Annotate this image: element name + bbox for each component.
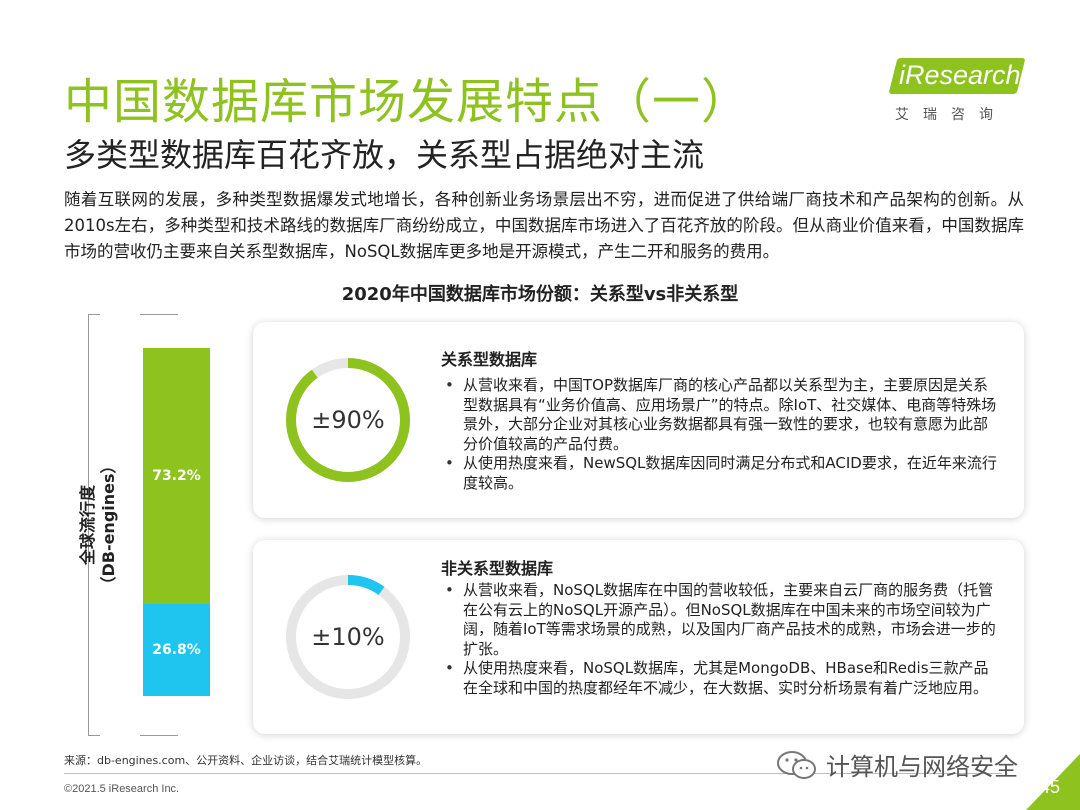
card-nonrelational: ±10% 非关系型数据库 从营收来看，NoSQL数据库在中国的营收较低，主要来自… [253, 540, 1024, 734]
y-axis-label-wrap: 全球流行度 （DB-engines） [73, 440, 123, 610]
page-subtitle: 多类型数据库百花齐放，关系型占据绝对主流 [64, 136, 705, 174]
card-relational: ±90% 关系型数据库 从营收来看，中国TOP数据库厂商的核心产品都以关系型为主… [253, 322, 1024, 518]
bar-segment-nonrelational: 26.8% [143, 604, 210, 696]
list-item: 从营收来看，NoSQL数据库在中国的营收较低，主要来自云厂商的服务费（托管在公有… [441, 581, 997, 659]
copyright: ©2021.5 iResearch Inc. [64, 783, 180, 795]
iresearch-logo: iResearch 艾瑞咨询 [888, 58, 1043, 128]
bullet-list-relational: 从营收来看，中国TOP数据库厂商的核心产品都以关系型为主，主要原因是关系型数据具… [441, 376, 997, 493]
source-note: 来源：db-engines.com、公开资料、企业访谈，结合艾瑞统计模型核算。 [64, 754, 428, 767]
ring-label-nonrelational: ±10% [311, 623, 385, 651]
wechat-account-name: 计算机与网络安全 [826, 753, 1018, 781]
ring-label-relational: ±90% [311, 406, 385, 434]
bracket-gap [100, 313, 140, 737]
wechat-watermark: 计算机与网络安全 [776, 747, 1018, 782]
bar-label-relational: 73.2% [152, 468, 201, 484]
ring-chart-relational: ±90% [283, 355, 413, 485]
ring-svg-relational [286, 358, 410, 482]
card-heading-relational: 关系型数据库 [441, 350, 538, 369]
logo-brand: iResearch [899, 60, 1021, 90]
ring-fill-relational [286, 358, 410, 482]
y-axis-label: 全球流行度 （DB-engines） [78, 457, 118, 593]
page-title: 中国数据库市场发展特点（一） [64, 74, 751, 130]
wechat-icon [777, 750, 816, 779]
list-item: 从营收来看，中国TOP数据库厂商的核心产品都以关系型为主，主要原因是关系型数据具… [441, 376, 997, 454]
list-item: 从使用热度来看，NewSQL数据库因同时满足分布式和ACID要求，在近年来流行度… [441, 454, 997, 493]
intro-paragraph: 随着互联网的发展，多种类型数据爆发式地增长，各种创新业务场景层出不穷，进而促进了… [64, 190, 1024, 261]
page-number: 45 [1040, 777, 1061, 797]
ring-chart-nonrelational: ±10% [283, 572, 413, 702]
bar-label-nonrelational: 26.8% [152, 642, 201, 658]
bar-segment-relational: 73.2% [143, 348, 210, 604]
logo-cn: 艾瑞咨询 [895, 107, 1007, 123]
ring-fill-nonrelational [286, 575, 410, 699]
ring-svg-nonrelational [286, 575, 410, 699]
bullet-list-nonrelational: 从营收来看，NoSQL数据库在中国的营收较低，主要来自云厂商的服务费（托管在公有… [441, 581, 997, 698]
card-heading-nonrelational: 非关系型数据库 [441, 559, 554, 578]
chart-title: 2020年中国数据库市场份额：关系型vs非关系型 [341, 284, 739, 305]
footer-divider [64, 773, 1002, 774]
list-item: 从使用热度来看，NoSQL数据库，尤其是MongoDB、HBase和Redis三… [441, 659, 997, 698]
